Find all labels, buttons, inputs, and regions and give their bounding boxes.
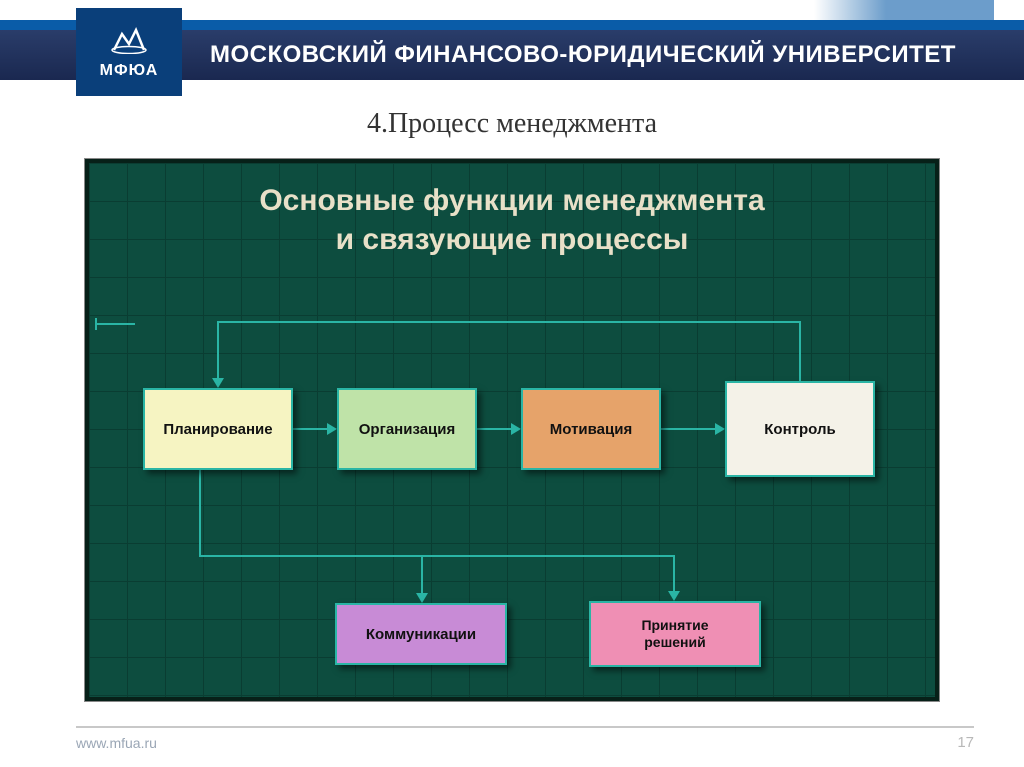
diagram-frame: Основные функции менеджмента и связующие… (84, 158, 940, 702)
edge-control-up (799, 321, 801, 381)
diagram-title: Основные функции менеджмента и связующие… (89, 181, 935, 259)
edge-comm-stub (421, 555, 423, 595)
arrow-into-planning (212, 378, 224, 388)
node-planning: Планирование (143, 388, 293, 470)
page-number: 17 (957, 734, 974, 751)
edge-planning-in-top (217, 321, 219, 379)
university-name: МОСКОВСКИЙ ФИНАНСОВО-ЮРИДИЧЕСКИЙ УНИВЕРС… (210, 41, 956, 69)
footer-url: www.mfua.ru (76, 735, 157, 751)
logo-icon (110, 24, 148, 58)
node-planning-label: Планирование (163, 421, 272, 438)
node-decision: Принятиерешений (589, 601, 761, 667)
logo-text: МФЮА (100, 62, 159, 80)
edge-top-feedback (217, 321, 801, 323)
edge-plan-down (199, 470, 201, 555)
footer: www.mfua.ru 17 (76, 726, 974, 751)
node-control-label: Контроль (764, 421, 835, 438)
edge-org-mot (477, 428, 513, 430)
edge-bottom-rail (199, 555, 675, 557)
node-motivation: Мотивация (521, 388, 661, 470)
node-organization-label: Организация (359, 421, 456, 438)
edge-mot-ctrl (661, 428, 717, 430)
diagram-canvas: Основные функции менеджмента и связующие… (89, 163, 935, 697)
logo: МФЮА (76, 8, 182, 96)
node-motivation-label: Мотивация (550, 421, 632, 438)
edge-left-marker-h (95, 323, 135, 325)
node-communication-label: Коммуникации (366, 626, 476, 643)
node-control: Контроль (725, 381, 875, 477)
diagram-title-line2: и связующие процессы (336, 223, 689, 256)
edge-dec-stub (673, 555, 675, 593)
node-communication: Коммуникации (335, 603, 507, 665)
arrow-into-comm (416, 593, 428, 603)
edge-plan-org (293, 428, 329, 430)
node-decision-label: Принятиерешений (641, 617, 708, 652)
diagram-title-line1: Основные функции менеджмента (259, 184, 764, 217)
arrow-into-dec (668, 591, 680, 601)
slide-title: 4.Процесс менеджмента (0, 108, 1024, 140)
node-organization: Организация (337, 388, 477, 470)
